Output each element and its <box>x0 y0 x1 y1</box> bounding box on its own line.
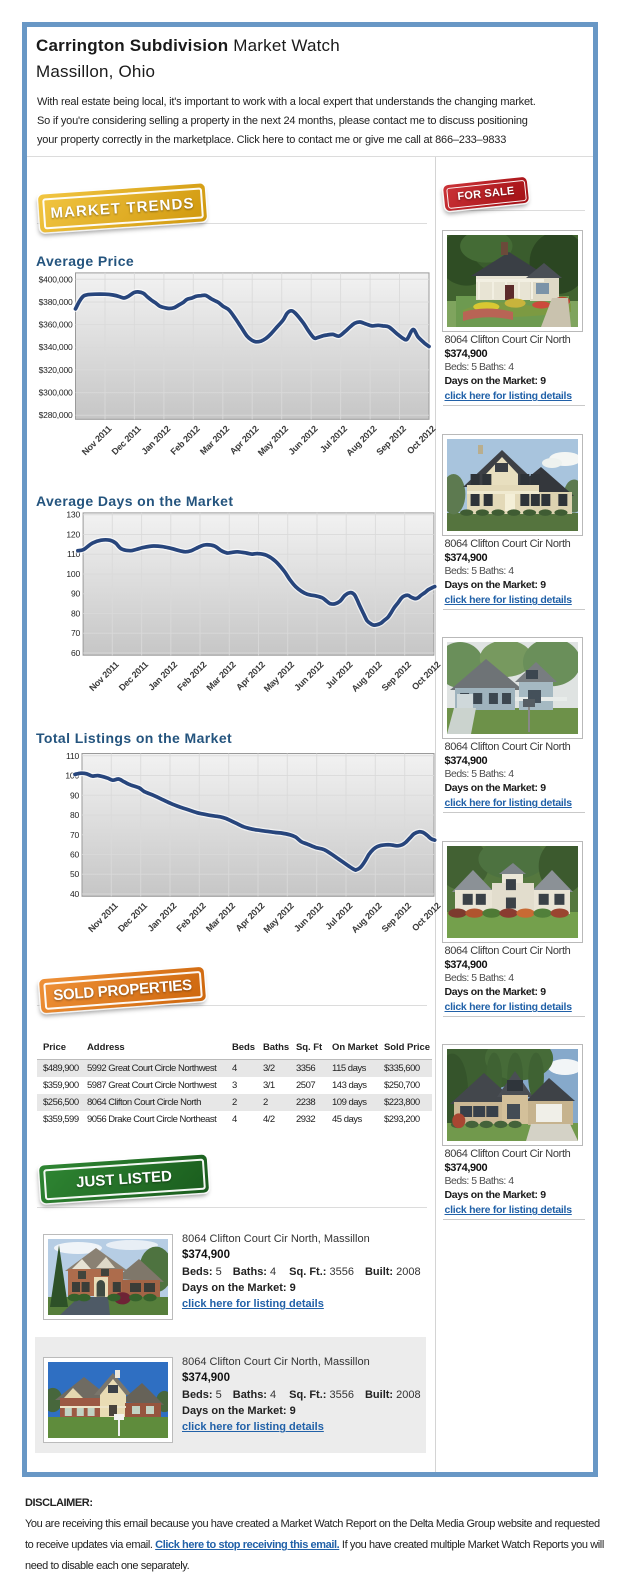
svg-text:Dec 2011: Dec 2011 <box>117 659 150 692</box>
svg-text:Sep 2012: Sep 2012 <box>380 901 414 935</box>
svg-text:Sep 2012: Sep 2012 <box>380 659 414 693</box>
svg-text:Nov 2011: Nov 2011 <box>86 901 120 935</box>
svg-text:70: 70 <box>70 830 80 840</box>
svg-text:Aug 2012: Aug 2012 <box>344 424 378 458</box>
svg-text:Feb 2012: Feb 2012 <box>169 424 202 457</box>
svg-text:120: 120 <box>66 530 80 540</box>
svg-text:May 2012: May 2012 <box>262 659 296 693</box>
svg-text:60: 60 <box>70 850 80 860</box>
svg-text:$360,000: $360,000 <box>39 320 73 330</box>
svg-text:Nov 2011: Nov 2011 <box>80 424 114 458</box>
svg-text:110: 110 <box>66 751 79 761</box>
svg-text:May 2012: May 2012 <box>261 901 295 935</box>
svg-text:Aug 2012: Aug 2012 <box>349 901 383 935</box>
svg-text:60: 60 <box>71 648 81 658</box>
svg-text:130: 130 <box>66 510 80 520</box>
svg-text:Jan 2012: Jan 2012 <box>146 659 179 692</box>
svg-text:$320,000: $320,000 <box>39 365 73 375</box>
svg-text:$340,000: $340,000 <box>39 342 73 352</box>
svg-text:Jun 2012: Jun 2012 <box>292 901 325 934</box>
svg-text:Dec 2011: Dec 2011 <box>110 424 143 457</box>
svg-text:Jan 2012: Jan 2012 <box>146 901 179 934</box>
svg-text:May 2012: May 2012 <box>256 424 290 458</box>
svg-text:100: 100 <box>66 569 80 579</box>
svg-text:80: 80 <box>71 609 81 619</box>
svg-text:70: 70 <box>71 628 81 638</box>
svg-text:Mar 2012: Mar 2012 <box>198 424 231 457</box>
svg-text:40: 40 <box>70 889 80 899</box>
svg-text:Jan 2012: Jan 2012 <box>139 424 172 457</box>
svg-text:$380,000: $380,000 <box>39 297 73 307</box>
svg-text:$300,000: $300,000 <box>39 388 73 398</box>
svg-text:$400,000: $400,000 <box>39 274 73 284</box>
svg-text:Mar 2012: Mar 2012 <box>205 659 238 692</box>
svg-text:Dec 2011: Dec 2011 <box>116 901 149 934</box>
svg-text:$280,000: $280,000 <box>39 410 73 420</box>
svg-text:Sep 2012: Sep 2012 <box>374 424 408 458</box>
svg-text:80: 80 <box>70 810 80 820</box>
svg-text:Feb 2012: Feb 2012 <box>175 901 208 934</box>
svg-text:110: 110 <box>67 549 80 559</box>
svg-text:Feb 2012: Feb 2012 <box>175 659 208 692</box>
svg-text:50: 50 <box>70 869 80 879</box>
svg-text:Aug 2012: Aug 2012 <box>350 659 384 693</box>
svg-text:Oct 2012: Oct 2012 <box>405 424 438 457</box>
svg-text:90: 90 <box>70 790 80 800</box>
svg-text:Jun 2012: Jun 2012 <box>292 659 325 692</box>
svg-text:Jun 2012: Jun 2012 <box>286 424 319 457</box>
svg-text:Mar 2012: Mar 2012 <box>204 901 237 934</box>
svg-text:90: 90 <box>71 589 81 599</box>
svg-text:Nov 2011: Nov 2011 <box>87 659 121 693</box>
